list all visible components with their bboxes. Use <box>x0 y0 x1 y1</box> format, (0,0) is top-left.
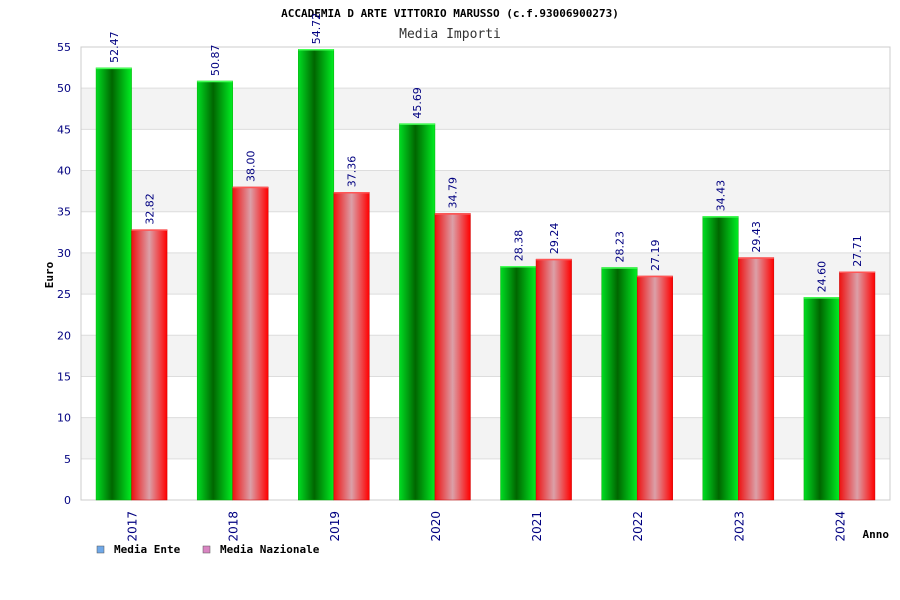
y-tick-label: 30 <box>57 247 71 260</box>
y-tick-label: 15 <box>57 370 71 383</box>
y-tick-label: 40 <box>57 165 71 178</box>
plot-border <box>80 46 891 501</box>
bar-media-nazionale <box>232 186 269 501</box>
bar-media-nazionale <box>535 258 572 501</box>
bar-value-label: 27.19 <box>649 240 662 272</box>
bar-media-ente <box>196 80 233 501</box>
bar-media-nazionale <box>333 192 370 501</box>
chart-title: ACCADEMIA D ARTE VITTORIO MARUSSO (c.f.9… <box>281 7 619 20</box>
bar-media-ente <box>702 216 739 501</box>
bar-value-label: 38.00 <box>244 151 257 183</box>
x-tick-label: 2022 <box>631 511 645 542</box>
bar-value-label: 27.71 <box>851 235 864 267</box>
y-tick-label: 10 <box>57 412 71 425</box>
y-tick-label: 25 <box>57 288 71 301</box>
x-tick-label: 2023 <box>732 511 746 542</box>
x-tick-label: 2018 <box>227 511 241 542</box>
y-axis-ticks: 0 5 10 15 20 25 30 35 40 45 50 55 <box>57 41 71 507</box>
bar-value-label: 32.82 <box>143 193 156 225</box>
bar-media-nazionale <box>131 229 168 501</box>
bar-value-label: 50.87 <box>209 45 222 77</box>
bar-value-label: 52.47 <box>108 31 121 63</box>
bars <box>95 49 876 501</box>
bar-media-nazionale <box>434 213 471 501</box>
y-tick-label: 55 <box>57 41 71 54</box>
legend: Media Ente Media Nazionale <box>96 543 320 556</box>
x-tick-label: 2020 <box>429 511 443 542</box>
y-tick-label: 35 <box>57 206 71 219</box>
bar-media-ente <box>399 123 436 501</box>
bar-media-ente <box>803 297 840 501</box>
bar-media-ente <box>95 67 132 501</box>
legend-label: Media Ente <box>114 543 181 556</box>
bar-value-label: 24.60 <box>816 261 829 293</box>
y-tick-label: 45 <box>57 123 71 136</box>
bar-media-nazionale <box>839 271 876 501</box>
legend-swatch <box>202 545 211 554</box>
y-tick-label: 50 <box>57 82 71 95</box>
bar-media-nazionale <box>636 275 673 501</box>
bar-value-label: 54.72 <box>310 13 323 45</box>
bar-media-ente <box>500 266 537 501</box>
y-tick-label: 20 <box>57 329 71 342</box>
x-axis-label: Anno <box>863 528 890 541</box>
bar-data-labels: 52.47 32.82 50.87 38.00 54.72 37.36 45.69 34.79… <box>108 13 864 293</box>
bar-value-label: 29.43 <box>750 221 763 253</box>
bar-value-label: 37.36 <box>346 156 359 188</box>
x-tick-label: 2019 <box>328 511 342 542</box>
bar-media-ente <box>298 49 335 501</box>
bar-media-ente <box>601 267 638 501</box>
y-axis-label: Euro <box>43 261 56 288</box>
bar-value-label: 28.23 <box>613 231 626 263</box>
bar-value-label: 34.43 <box>715 180 728 212</box>
legend-label: Media Nazionale <box>220 543 320 556</box>
bar-value-label: 34.79 <box>447 177 460 209</box>
y-tick-label: 5 <box>64 453 71 466</box>
bar-value-label: 28.38 <box>512 230 525 262</box>
y-tick-label: 0 <box>64 494 71 507</box>
x-axis-ticks: 2017 2018 2019 2020 2021 2022 2023 2024 <box>126 511 848 542</box>
bar-media-nazionale <box>738 257 775 501</box>
bar-value-label: 45.69 <box>411 87 424 119</box>
x-tick-label: 2021 <box>530 511 544 542</box>
x-tick-label: 2017 <box>126 511 140 542</box>
bar-value-label: 29.24 <box>548 223 561 255</box>
x-tick-label: 2024 <box>833 511 847 542</box>
chart-subtitle: Media Importi <box>399 27 501 42</box>
legend-swatch <box>96 545 105 554</box>
